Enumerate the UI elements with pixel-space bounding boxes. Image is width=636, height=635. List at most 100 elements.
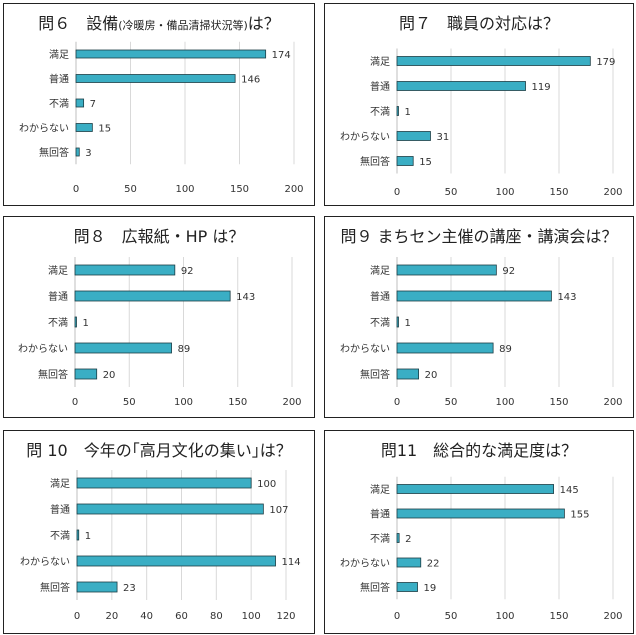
bar bbox=[396, 316, 399, 328]
bar bbox=[396, 342, 494, 354]
x-tick-label: 0 bbox=[394, 397, 400, 408]
category-label: 無回答 bbox=[360, 368, 390, 381]
chart-title: 問７ 職員の対応は？ bbox=[398, 14, 559, 33]
x-tick-label: 150 bbox=[549, 187, 568, 198]
data-label: 1 bbox=[83, 318, 89, 329]
data-label: 145 bbox=[560, 485, 579, 496]
data-label: 15 bbox=[98, 124, 111, 135]
data-label: 89 bbox=[499, 344, 512, 355]
bar bbox=[74, 290, 231, 302]
bar bbox=[396, 131, 431, 141]
category-label: 満足 bbox=[49, 49, 69, 61]
bar bbox=[74, 264, 176, 276]
category-label: 不満 bbox=[50, 530, 70, 542]
x-tick-label: 100 bbox=[174, 397, 193, 408]
data-label: 20 bbox=[103, 370, 116, 381]
data-label: 92 bbox=[181, 266, 194, 277]
category-label: 満足 bbox=[48, 265, 68, 277]
x-tick-label: 100 bbox=[495, 187, 514, 198]
x-tick-label: 200 bbox=[284, 184, 303, 195]
bar bbox=[396, 368, 420, 380]
category-label: 普通 bbox=[370, 508, 390, 521]
bar-chart: 0 50 100 150 200 満足 174 普通 146 不満 7 わからない 15 無回答 3 bbox=[19, 41, 304, 195]
chart-title: 問６ 設備(冷暖房・備品清掃状況等)は？ bbox=[4, 10, 314, 34]
chart-title: 問11 総合的な満足度は？ bbox=[380, 441, 578, 460]
data-label: 174 bbox=[272, 50, 291, 61]
x-tick-label: 0 bbox=[74, 611, 80, 622]
category-label: 不満 bbox=[370, 317, 390, 329]
data-label: 20 bbox=[425, 370, 438, 381]
bar bbox=[76, 555, 276, 567]
chart-title-main: 問６ 設備 bbox=[38, 14, 119, 33]
data-label: 92 bbox=[502, 266, 515, 277]
bar bbox=[396, 484, 555, 494]
chart-title-end: は？ bbox=[247, 14, 280, 33]
x-tick-label: 50 bbox=[445, 611, 458, 622]
data-label: 19 bbox=[424, 583, 437, 594]
bar bbox=[75, 123, 93, 132]
category-label: わからない bbox=[20, 556, 70, 568]
data-label: 31 bbox=[436, 132, 449, 143]
x-tick-label: 150 bbox=[549, 611, 568, 622]
x-tick-label: 40 bbox=[140, 611, 153, 622]
bar bbox=[76, 503, 264, 515]
x-tick-label: 150 bbox=[228, 397, 247, 408]
x-tick-label: 200 bbox=[603, 187, 622, 198]
x-tick-label: 100 bbox=[175, 184, 194, 195]
category-label: 満足 bbox=[370, 56, 390, 68]
bar bbox=[396, 557, 422, 568]
x-tick-label: 0 bbox=[73, 184, 79, 195]
data-label: 143 bbox=[236, 292, 255, 303]
bar bbox=[75, 147, 80, 157]
category-label: 不満 bbox=[370, 533, 390, 545]
bar bbox=[396, 290, 552, 302]
x-tick-label: 0 bbox=[72, 397, 78, 408]
data-label: 119 bbox=[532, 82, 551, 93]
category-label: 無回答 bbox=[38, 368, 68, 381]
bar-chart: 0 20 40 60 80 100 120 満足 100 普通 107 不満 1 わからない 114 無回答 2… bbox=[20, 470, 301, 622]
data-label: 89 bbox=[178, 344, 191, 355]
x-tick-label: 80 bbox=[210, 611, 223, 622]
bar bbox=[76, 477, 252, 489]
bar bbox=[396, 106, 399, 116]
chart-title-note: (冷暖房・備品清掃状況等) bbox=[118, 19, 248, 32]
data-label: 1 bbox=[405, 107, 411, 118]
bar bbox=[74, 316, 77, 328]
bar-chart: 0 50 100 150 200 満足 92 普通 143 不満 1 わからない 89 無回答 20 bbox=[340, 257, 623, 408]
category-label: 普通 bbox=[370, 290, 390, 303]
bar bbox=[396, 264, 497, 276]
bar bbox=[76, 581, 118, 593]
category-label: 不満 bbox=[49, 98, 69, 110]
bar-chart: 0 50 100 150 200 満足 179 普通 119 不満 1 わからない 31 無回答 15 bbox=[340, 48, 623, 198]
chart-title: 問９ まちセン主催の講座・講演会は？ bbox=[340, 227, 618, 246]
category-label: 無回答 bbox=[360, 155, 390, 168]
data-label: 15 bbox=[419, 157, 432, 168]
data-label: 3 bbox=[85, 148, 91, 159]
chart-panel-q10: 問 10 今年の｢高月文化の集い｣は？ 0 20 40 60 80 100 120 満足 100… bbox=[3, 430, 315, 634]
bar bbox=[74, 368, 98, 380]
data-label: 143 bbox=[557, 292, 576, 303]
x-tick-label: 50 bbox=[123, 397, 136, 408]
category-label: 普通 bbox=[50, 503, 70, 516]
category-label: わからない bbox=[19, 123, 69, 135]
category-label: わからない bbox=[340, 558, 390, 570]
data-label: 1 bbox=[405, 318, 411, 329]
category-label: 不満 bbox=[48, 317, 68, 329]
category-label: 普通 bbox=[48, 290, 68, 303]
category-label: 無回答 bbox=[39, 146, 69, 159]
chart-panel-q9: 問９ まちセン主催の講座・講演会は？ 0 50 100 150 200 満足 92 普通 143… bbox=[324, 216, 634, 418]
data-label: 100 bbox=[257, 479, 276, 490]
data-label: 107 bbox=[269, 505, 288, 516]
bar bbox=[396, 582, 418, 592]
category-label: 満足 bbox=[370, 484, 390, 496]
chart-panel-q6: 問６ 設備(冷暖房・備品清掃状況等)は？ 0 50 100 150 200 満足 174 普通… bbox=[3, 3, 315, 206]
bar bbox=[396, 156, 414, 166]
chart-panel-q11: 問11 総合的な満足度は？ 0 50 100 150 200 満足 145 普通 155 不満 2 わ… bbox=[324, 430, 634, 634]
data-label: 114 bbox=[282, 557, 301, 568]
x-tick-label: 200 bbox=[282, 397, 301, 408]
bar bbox=[76, 529, 80, 541]
x-tick-label: 0 bbox=[394, 611, 400, 622]
x-tick-label: 100 bbox=[495, 611, 514, 622]
data-label: 23 bbox=[123, 583, 136, 594]
category-label: 無回答 bbox=[40, 581, 70, 594]
